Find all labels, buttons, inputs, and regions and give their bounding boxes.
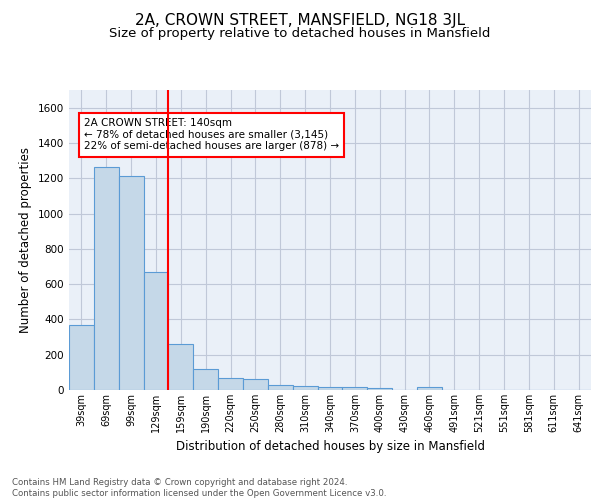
Bar bbox=[243, 378, 268, 390]
Bar bbox=[343, 388, 367, 390]
Text: Size of property relative to detached houses in Mansfield: Size of property relative to detached ho… bbox=[109, 28, 491, 40]
Bar bbox=[169, 344, 193, 390]
Bar bbox=[367, 388, 392, 390]
Bar bbox=[94, 167, 119, 390]
Bar bbox=[143, 272, 169, 390]
Bar bbox=[268, 384, 293, 390]
Bar bbox=[293, 386, 317, 390]
Bar bbox=[69, 324, 94, 390]
Bar bbox=[417, 388, 442, 390]
Text: Contains HM Land Registry data © Crown copyright and database right 2024.
Contai: Contains HM Land Registry data © Crown c… bbox=[12, 478, 386, 498]
Bar bbox=[193, 369, 218, 390]
Bar bbox=[119, 176, 143, 390]
Bar bbox=[218, 378, 243, 390]
Y-axis label: Number of detached properties: Number of detached properties bbox=[19, 147, 32, 333]
X-axis label: Distribution of detached houses by size in Mansfield: Distribution of detached houses by size … bbox=[176, 440, 485, 454]
Text: 2A, CROWN STREET, MANSFIELD, NG18 3JL: 2A, CROWN STREET, MANSFIELD, NG18 3JL bbox=[135, 12, 465, 28]
Text: 2A CROWN STREET: 140sqm
← 78% of detached houses are smaller (3,145)
22% of semi: 2A CROWN STREET: 140sqm ← 78% of detache… bbox=[84, 118, 339, 152]
Bar bbox=[317, 388, 343, 390]
